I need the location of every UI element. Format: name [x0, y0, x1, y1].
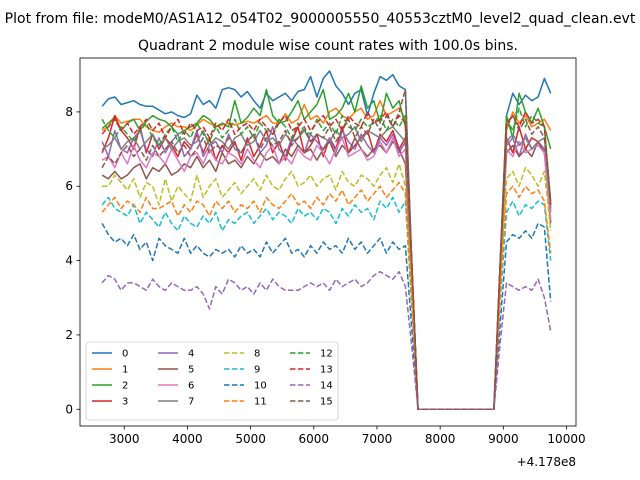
- figure-suptitle: Plot from file: modeM0/AS1A12_054T02_900…: [5, 11, 636, 27]
- legend-label-0: 0: [122, 349, 128, 360]
- x-tick-label: 8000: [425, 432, 456, 446]
- legend-label-7: 7: [188, 397, 194, 408]
- legend-label-13: 13: [320, 365, 333, 376]
- series-line-15: [101, 88, 552, 411]
- y-tick-label: 2: [65, 328, 73, 342]
- legend-label-5: 5: [188, 365, 194, 376]
- legend-label-9: 9: [254, 365, 260, 376]
- chart-title: Quadrant 2 module wise count rates with …: [138, 38, 518, 54]
- series-layer: [101, 70, 552, 411]
- x-tick-label: 9000: [488, 432, 519, 446]
- plot-frame: [79, 57, 577, 427]
- x-tick-label: 10000: [547, 432, 585, 446]
- legend-label-8: 8: [254, 349, 260, 360]
- legend-label-1: 1: [122, 365, 128, 376]
- legend-label-4: 4: [188, 349, 194, 360]
- x-tick-label: 3000: [109, 432, 140, 446]
- x-offset-label: +4.178e8: [517, 455, 576, 469]
- axes-layer: 3000 4000 5000 6000 7000 8000 9000 10000 0 2 4 6 8: [65, 57, 586, 446]
- series-line-14: [101, 270, 552, 411]
- legend-label-3: 3: [122, 397, 128, 408]
- legend-label-10: 10: [254, 381, 267, 392]
- x-tick-label: 5000: [235, 432, 266, 446]
- y-tick-label: 6: [65, 179, 73, 193]
- series-line-11: [101, 181, 552, 411]
- legend-label-6: 6: [188, 381, 194, 392]
- y-tick-label: 0: [65, 402, 73, 416]
- series-line-9: [101, 196, 552, 411]
- legend-label-11: 11: [254, 397, 267, 408]
- x-tick-label: 6000: [299, 432, 330, 446]
- y-tick-label: 4: [65, 254, 73, 268]
- legend-label-14: 14: [320, 381, 333, 392]
- legend-box: [85, 341, 339, 421]
- legend-label-15: 15: [320, 397, 333, 408]
- y-tick-label: 8: [65, 105, 73, 119]
- legend-label-12: 12: [320, 349, 333, 360]
- x-tick-label: 7000: [362, 432, 393, 446]
- legend-label-2: 2: [122, 381, 128, 392]
- x-tick-label: 4000: [172, 432, 203, 446]
